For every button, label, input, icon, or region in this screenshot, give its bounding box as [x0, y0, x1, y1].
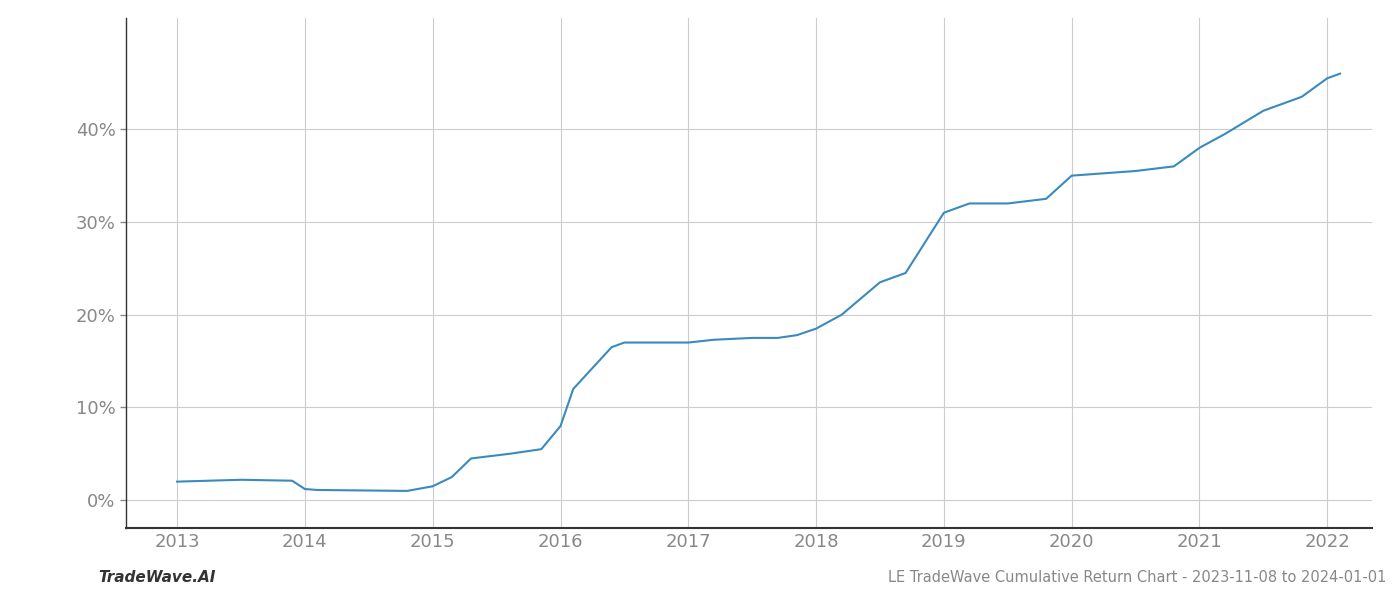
Text: LE TradeWave Cumulative Return Chart - 2023-11-08 to 2024-01-01: LE TradeWave Cumulative Return Chart - 2…: [888, 570, 1386, 585]
Text: TradeWave.AI: TradeWave.AI: [98, 570, 216, 585]
